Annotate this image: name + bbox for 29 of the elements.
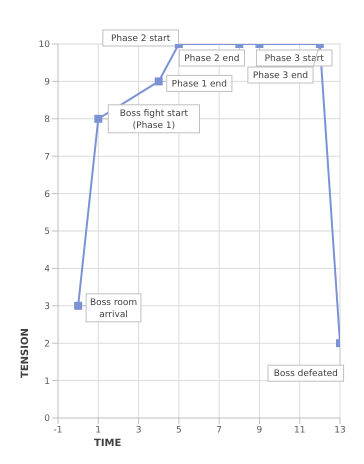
x-tick-label: 3 — [136, 425, 142, 436]
annotation: Phase 1 end — [172, 79, 227, 90]
y-tick-label: 6 — [44, 190, 50, 200]
annotation: Phase 2 start — [111, 34, 171, 44]
y-tick-label: 10 — [38, 40, 50, 50]
y-tick-label: 9 — [44, 78, 50, 88]
annotation: Phase 3 start — [264, 54, 324, 64]
annotation: Boss fight start (Phase 1) — [120, 108, 189, 131]
x-tick-label: 9 — [256, 425, 263, 436]
x-tick-label: 7 — [216, 425, 222, 436]
x-tick-label: -1 — [54, 425, 62, 436]
y-tick-label: 4 — [44, 264, 50, 275]
y-tick-label: 0 — [44, 414, 50, 424]
x-axis-title: TIME — [94, 438, 122, 449]
x-tick-label: 13 — [334, 425, 346, 436]
y-tick-label: 3 — [44, 302, 50, 312]
x-tick-label: 1 — [95, 425, 102, 436]
annotation: Boss room arrival — [90, 298, 138, 320]
y-tick-label: 8 — [44, 114, 50, 125]
x-tick-label: 5 — [176, 425, 182, 436]
y-tick-label: 5 — [44, 227, 50, 238]
annotation: Boss defeated — [274, 369, 338, 380]
y-axis-title: TENSION — [20, 328, 31, 378]
y-tick-label: 7 — [44, 152, 50, 162]
y-tick-label: 2 — [44, 339, 50, 350]
y-tick-label: 1 — [44, 376, 50, 387]
annotation: Phase 2 end — [184, 54, 240, 64]
annotation: Phase 3 end — [252, 71, 308, 81]
x-tick-label: 11 — [294, 425, 306, 436]
